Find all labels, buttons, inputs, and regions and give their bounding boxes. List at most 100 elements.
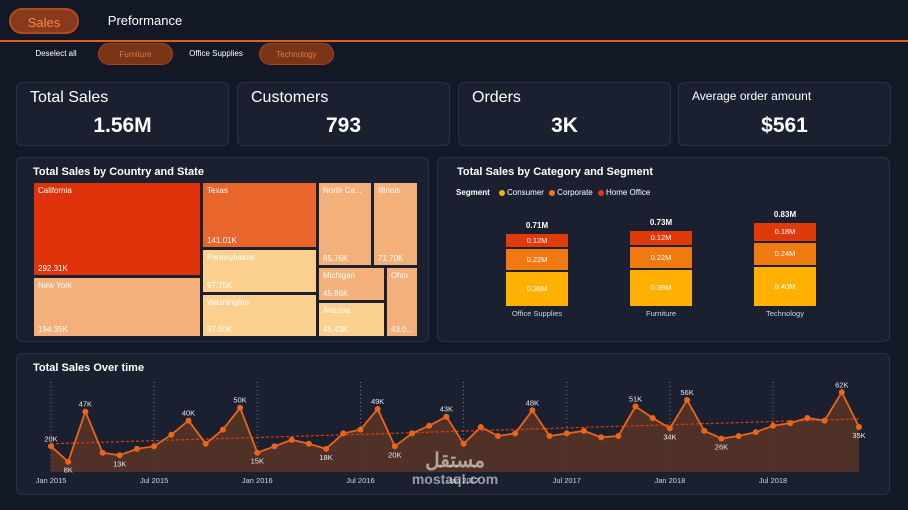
data-label: 51K: [629, 394, 642, 403]
data-label: 20K: [44, 434, 57, 443]
data-point: [254, 449, 261, 456]
data-point: [82, 408, 89, 415]
treemap-cell-label: Pennsylvania: [207, 253, 255, 262]
data-point: [340, 430, 347, 437]
data-point: [409, 430, 416, 437]
treemap-cell-ohio[interactable]: Ohio 43.0...: [387, 268, 417, 336]
treemap-cell-pennsylvania[interactable]: Pennsylvania 97.75K: [203, 250, 316, 292]
filter-office-supplies[interactable]: Office Supplies: [189, 49, 243, 58]
treemap-cell-north-carolina[interactable]: North Ca... 85.76K: [319, 183, 371, 265]
data-point: [494, 433, 501, 439]
data-label: 50K: [233, 396, 246, 405]
treemap-cell-washington[interactable]: Washington 97.50K: [203, 295, 316, 336]
x-tick-label: Jan 2018: [654, 476, 685, 485]
treemap-cell-value: 45.43K: [323, 325, 349, 334]
bar-segment-home-office[interactable]: 0.18M: [754, 223, 816, 241]
data-label: 49K: [371, 397, 384, 406]
data-point: [649, 415, 656, 421]
data-point: [701, 427, 708, 434]
treemap-cell-value: 141.01K: [207, 236, 237, 245]
legend-dot-consumer: [499, 189, 506, 196]
x-tick-label: Jan 2016: [242, 476, 273, 485]
data-label: 56K: [680, 388, 693, 397]
segment-legend: Segment Consumer Corporate Home Office: [456, 188, 650, 197]
treemap-cell-value: 194.35K: [38, 325, 68, 334]
filter-deselect-all[interactable]: Deselect all: [35, 49, 77, 58]
stack-total: 0.83M: [773, 210, 797, 219]
legend-label-corporate[interactable]: Corporate: [557, 188, 593, 197]
data-point: [666, 425, 673, 432]
x-tick-label: Jul 2017: [553, 476, 581, 485]
top-nav-bar: Sales Preformance: [0, 0, 908, 42]
treemap-cell-texas[interactable]: Texas 141.01K: [203, 183, 316, 247]
kpi-value: $561: [761, 114, 808, 137]
data-point: [151, 443, 158, 450]
data-point: [357, 426, 364, 433]
treemap-cell-value: 85.76K: [323, 254, 349, 263]
data-point: [48, 443, 54, 450]
data-point: [787, 420, 794, 427]
category-filter-bar: Deselect all Furniture Office Supplies T…: [0, 42, 908, 68]
data-point: [838, 389, 845, 396]
data-point: [237, 404, 244, 411]
bar-segment-consumer[interactable]: 0.39M: [630, 270, 692, 306]
legend-title: Segment: [456, 188, 490, 197]
x-tick-label: Jul 2015: [140, 476, 168, 485]
bar-segment-corporate[interactable]: 0.24M: [754, 243, 816, 265]
data-label: 40K: [182, 409, 195, 418]
sales-over-time-chart[interactable]: Jan 2015 Jul 2015 Jan 2016 Jul 2016 Jan 2017…: [17, 354, 889, 494]
sales-over-time-panel: Total Sales Over time Jan 2015 Jul 2015 Ja…: [16, 353, 890, 495]
kpi-card-total-sales: Total Sales 1.56M: [16, 82, 229, 146]
bar-segment-consumer[interactable]: 0.40M: [754, 267, 816, 306]
kpi-value: 1.56M: [93, 114, 152, 137]
category-chart-title: Total Sales by Category and Segment: [457, 166, 654, 178]
treemap-cell-illinois[interactable]: Illinois 71.70K: [374, 183, 417, 265]
treemap-cell-label: Michigan: [323, 271, 356, 280]
treemap-cell-value: 97.75K: [207, 281, 233, 290]
kpi-card-customers: Customers 793: [237, 82, 450, 146]
tab-performance[interactable]: Preformance: [107, 13, 183, 28]
data-point: [185, 417, 192, 424]
data-point: [219, 426, 226, 433]
sales-area: [51, 392, 859, 472]
category-label: Office Supplies: [511, 309, 563, 318]
filter-technology[interactable]: Technology: [259, 43, 334, 65]
treemap-cell-arizona[interactable]: Arizona 45.43K: [319, 303, 384, 336]
treemap-panel: Total Sales by Country and State Califor…: [16, 157, 429, 342]
data-point: [116, 452, 123, 459]
data-point: [632, 403, 639, 410]
category-label: Technology: [766, 309, 804, 318]
data-label: 8K: [64, 466, 73, 475]
kpi-title: Average order amount: [692, 89, 812, 103]
data-point: [735, 433, 742, 439]
legend-label-home-office[interactable]: Home Office: [605, 188, 651, 197]
legend-label-consumer[interactable]: Consumer: [507, 188, 544, 197]
filter-furniture[interactable]: Furniture: [98, 43, 173, 65]
treemap-cell-value: 97.50K: [207, 325, 233, 334]
bar-segment-corporate[interactable]: 0.22M: [630, 247, 692, 268]
stack-total: 0.71M: [525, 221, 549, 230]
treemap-cell-value: 45.86K: [323, 289, 349, 298]
timeline-title: Total Sales Over time: [33, 362, 145, 374]
treemap-cell-california[interactable]: California 292.31K: [34, 183, 200, 275]
watermark-latin: mostaql.com: [411, 471, 499, 487]
kpi-value: 3K: [551, 114, 578, 137]
data-point: [443, 413, 450, 420]
treemap-cell-michigan[interactable]: Michigan 45.86K: [319, 268, 384, 300]
treemap-cell-new-york[interactable]: New York 194.35K: [34, 278, 200, 336]
treemap-cell-label: California: [38, 186, 72, 195]
data-label: 34K: [663, 432, 676, 441]
data-point: [684, 397, 691, 403]
bar-segment-consumer[interactable]: 0.36M: [506, 272, 568, 306]
data-point: [512, 430, 519, 437]
bar-segment-home-office[interactable]: 0.12M: [506, 234, 568, 247]
tab-sales[interactable]: Sales: [9, 8, 79, 34]
stack-total: 0.73M: [649, 218, 673, 227]
data-point: [615, 433, 622, 439]
bar-segment-home-office[interactable]: 0.12M: [630, 231, 692, 245]
bar-segment-corporate[interactable]: 0.22M: [506, 249, 568, 270]
x-tick-label: Jan 2017: [448, 476, 479, 485]
data-point: [168, 431, 175, 438]
x-tick-label: Jul 2016: [346, 476, 374, 485]
kpi-title: Customers: [251, 89, 329, 106]
